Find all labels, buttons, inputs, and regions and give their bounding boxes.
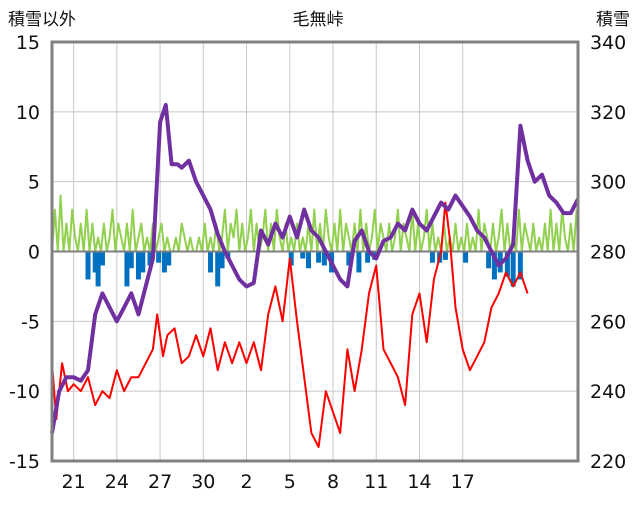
x-tick-label: 14 (407, 471, 431, 493)
precip-bar (365, 251, 371, 263)
x-axis-ticks: 21 24 27 30 2 5 8 11 14 17 (62, 471, 475, 493)
temperature-line (51, 201, 529, 448)
temperature-series (51, 201, 529, 448)
precip-bar (124, 251, 130, 287)
precip-bar (486, 251, 492, 269)
precip-bar (135, 251, 141, 280)
precip-bar (463, 251, 469, 263)
x-tick-label: 17 (451, 471, 475, 493)
chart-title: 毛無峠 (293, 10, 344, 30)
x-tick-label: 27 (148, 471, 172, 493)
precip-bar (219, 251, 225, 269)
precip-bar (208, 251, 214, 273)
precip-bar (156, 251, 162, 263)
precip-bar (92, 251, 98, 273)
right-tick-label: 280 (590, 242, 626, 264)
precip-bar (491, 251, 497, 280)
precip-bar (316, 251, 322, 263)
plot-frame (50, 40, 580, 463)
left-axis-ticks: 15 10 5 0 -5 -10 -15 (9, 32, 40, 473)
precip-bar (504, 251, 510, 277)
x-tick-label: 24 (105, 471, 129, 493)
x-tick-label: 5 (284, 471, 296, 493)
right-tick-label: 220 (590, 451, 626, 473)
x-tick-label: 2 (241, 471, 253, 493)
right-tick-label: 240 (590, 381, 626, 403)
x-tick-label: 8 (327, 471, 339, 493)
precip-bar (356, 251, 362, 273)
precip-bar (95, 251, 101, 287)
precip-bar (517, 251, 523, 280)
right-axis-label: 積雪 (596, 10, 630, 30)
x-tick-label: 21 (62, 471, 86, 493)
x-tick-label: 30 (191, 471, 215, 493)
precip-bar (85, 251, 91, 280)
snow-depth-series (50, 102, 580, 434)
precipitation-series (85, 251, 523, 287)
right-axis-ticks: 340 320 300 280 260 240 220 (590, 32, 626, 473)
precip-bar (147, 251, 153, 266)
precip-bar (161, 251, 167, 273)
precip-bar (306, 251, 312, 269)
left-tick-label: 15 (16, 32, 40, 54)
precip-bar (128, 251, 134, 269)
precip-bar (300, 251, 306, 259)
precip-bar (429, 251, 435, 263)
left-axis-label: 積雪以外 (8, 10, 76, 30)
left-tick-label: -5 (21, 311, 40, 333)
left-tick-label: -15 (9, 451, 40, 473)
precip-bar (166, 251, 172, 266)
right-tick-label: 340 (590, 32, 626, 54)
precip-bar (140, 251, 146, 273)
precip-bar (321, 251, 327, 266)
precip-bar (215, 251, 221, 287)
x-tick-label: 11 (364, 471, 388, 493)
left-tick-label: 5 (28, 172, 40, 194)
left-tick-label: -10 (9, 381, 40, 403)
right-tick-label: 300 (590, 172, 626, 194)
snow-depth-line (50, 102, 580, 434)
precip-bar (346, 251, 352, 266)
precip-bar (288, 251, 294, 266)
precip-bar (99, 251, 105, 266)
precip-bar (442, 251, 448, 260)
left-tick-label: 0 (28, 242, 40, 264)
right-tick-label: 260 (590, 311, 626, 333)
left-tick-label: 10 (16, 102, 40, 124)
right-tick-label: 320 (590, 102, 626, 124)
precip-bar (510, 251, 516, 287)
